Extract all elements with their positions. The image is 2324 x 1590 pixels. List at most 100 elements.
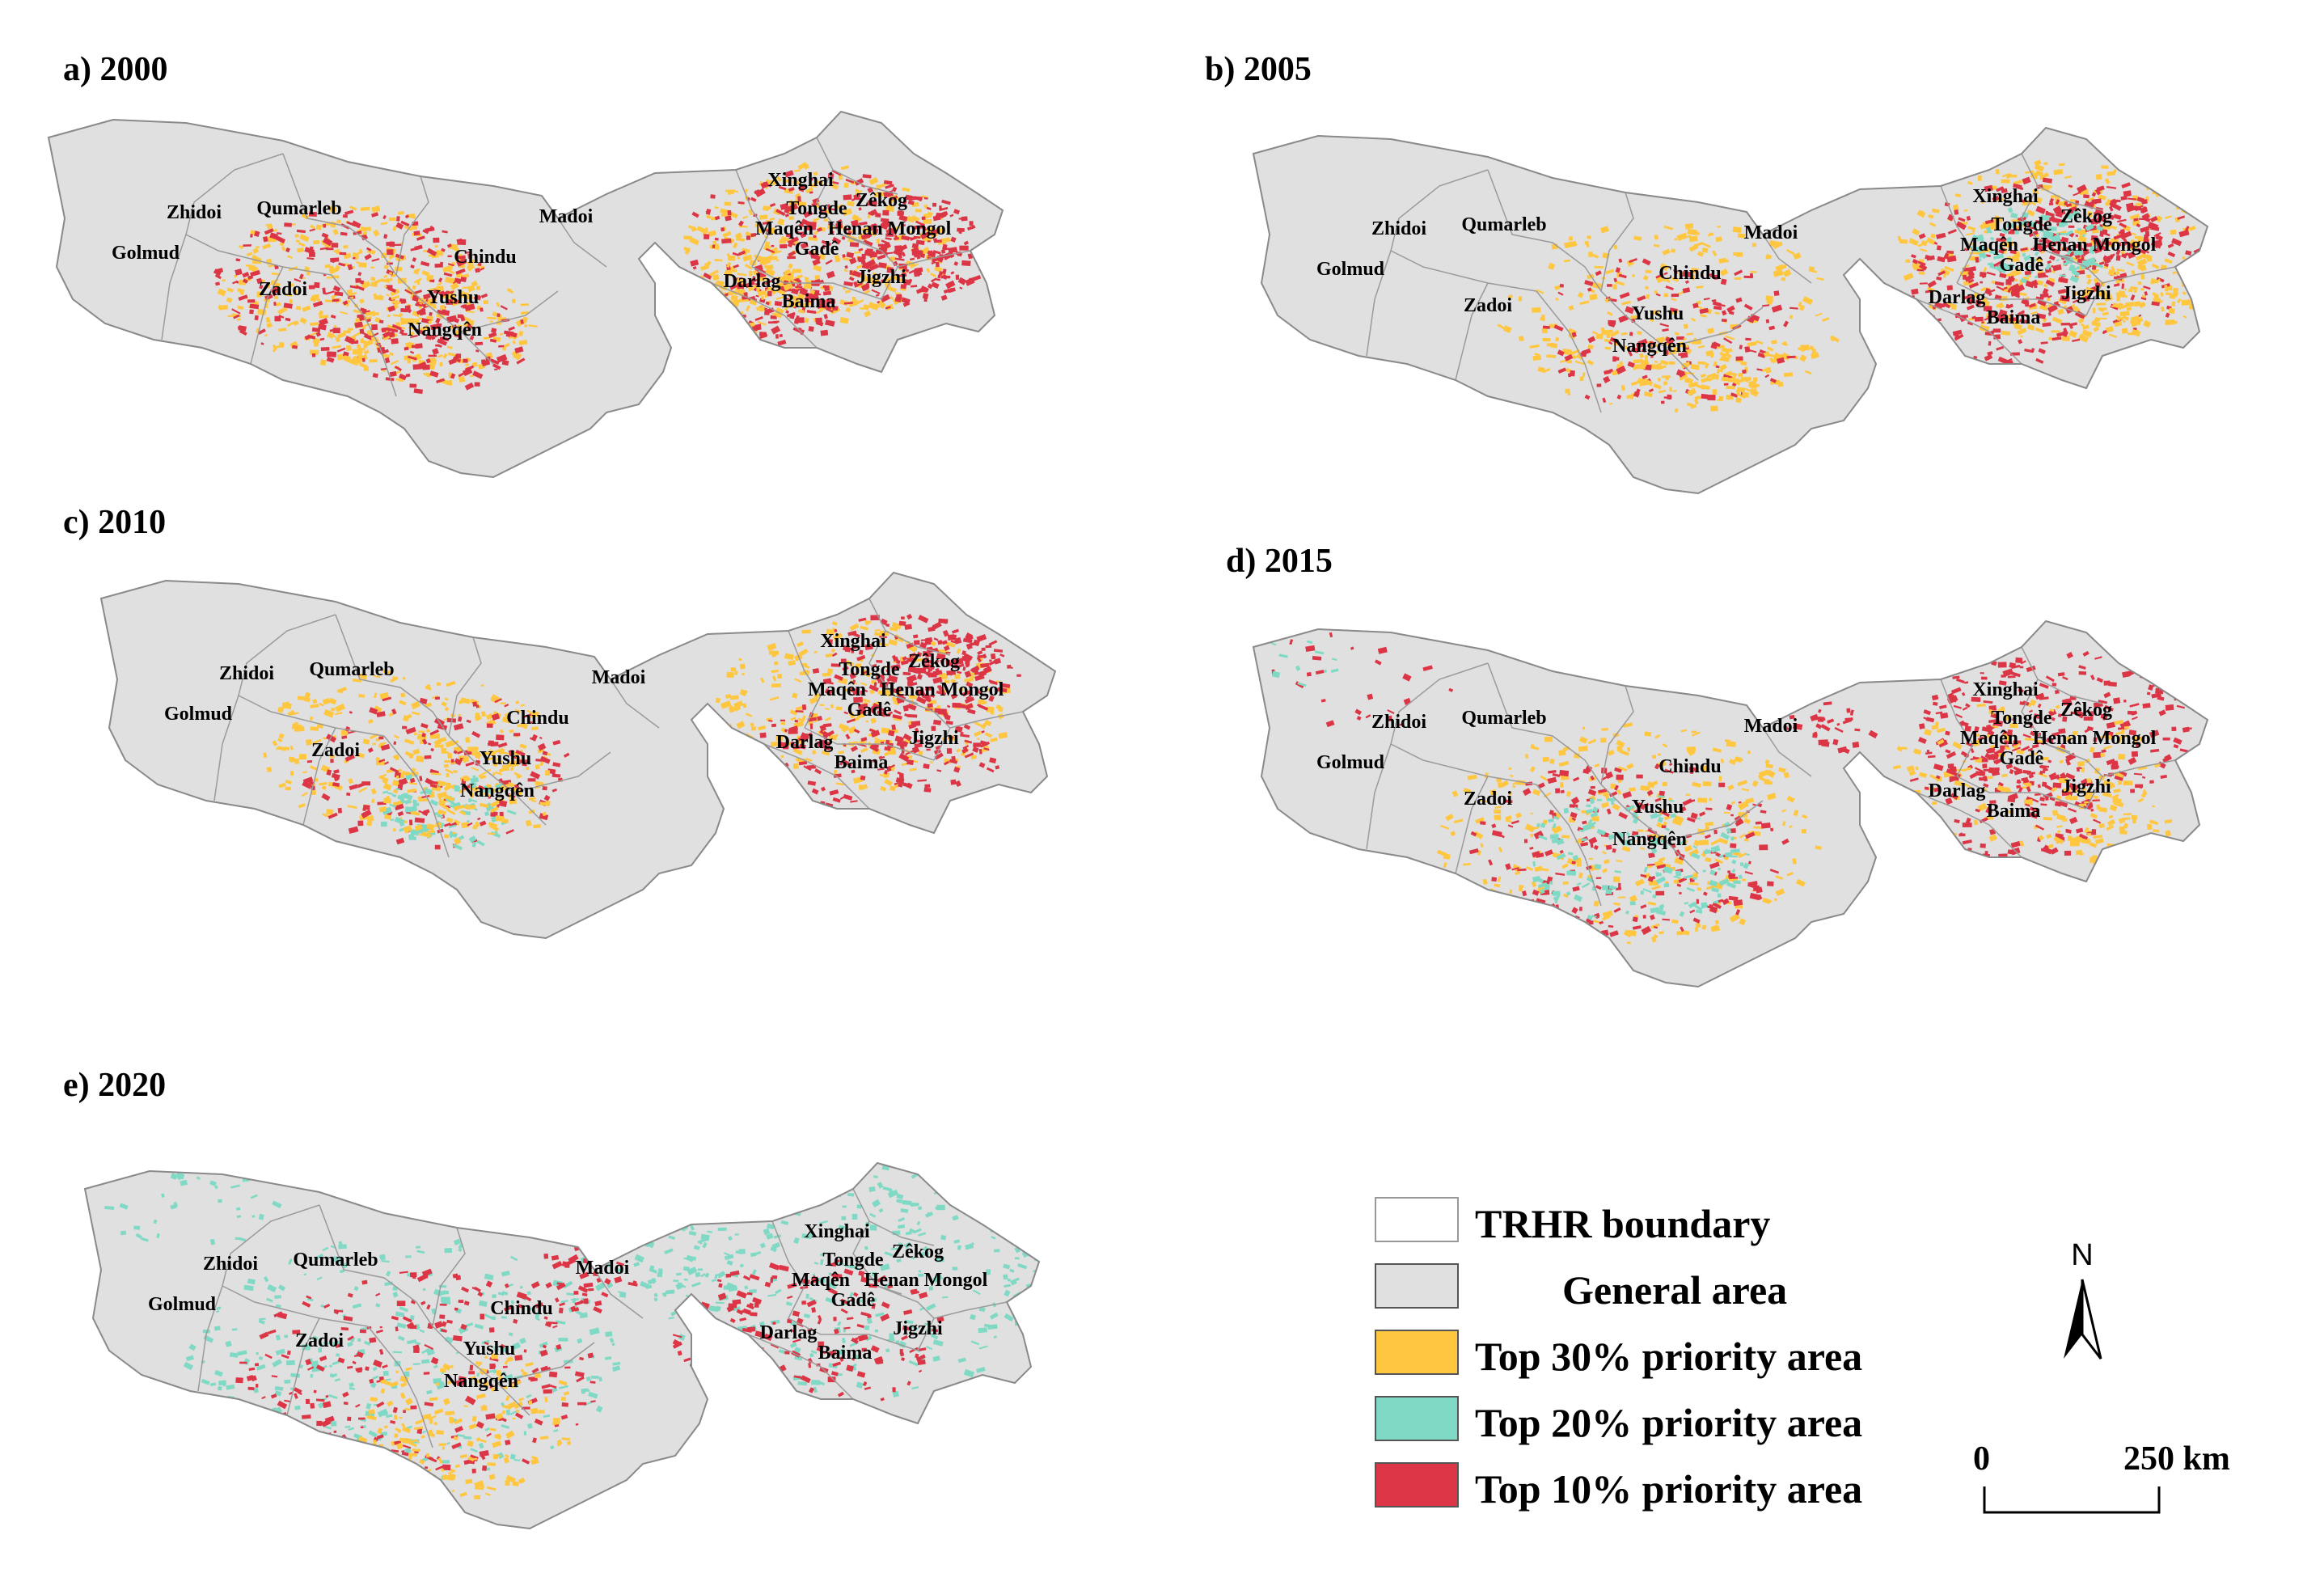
priority-patch-top30: [426, 823, 435, 830]
priority-patch-top10: [1659, 810, 1671, 818]
priority-patch-top10: [498, 800, 508, 807]
priority-patch-top10: [774, 301, 783, 307]
priority-patch-top10: [846, 718, 856, 724]
priority-patch-top10: [1692, 302, 1699, 309]
priority-patch-top10: [759, 732, 767, 738]
priority-patch-top10: [766, 753, 771, 759]
priority-patch-top10: [463, 367, 473, 377]
priority-patch-top30: [1734, 756, 1743, 763]
priority-patch-top10: [371, 323, 378, 331]
priority-patch-top30: [264, 333, 268, 337]
priority-patch-top30: [332, 345, 342, 349]
priority-patch-top30: [363, 366, 369, 371]
priority-patch-top30: [2051, 316, 2063, 324]
priority-patch-top10: [904, 624, 912, 630]
priority-patch-top10: [932, 202, 937, 207]
priority-patch-top10: [2055, 199, 2060, 205]
priority-patch-top30: [411, 353, 422, 362]
priority-patch-top10: [707, 324, 714, 330]
priority-patch-top20: [1992, 255, 1998, 260]
priority-patch-top10: [1933, 241, 1938, 245]
priority-patch-top10: [456, 258, 467, 267]
priority-patch-top10: [940, 294, 948, 301]
priority-patch-top10: [1734, 269, 1743, 277]
priority-patch-top10: [1498, 896, 1503, 901]
priority-patch-top10: [828, 222, 833, 226]
priority-patch-top10: [879, 636, 887, 639]
priority-patch-top30: [392, 226, 397, 231]
priority-patch-top10: [330, 257, 340, 263]
priority-patch-top10: [850, 800, 858, 803]
priority-patch-top30: [237, 305, 244, 311]
priority-patch-top10: [885, 306, 891, 310]
priority-patch-top30: [1785, 273, 1790, 277]
priority-patch-top10: [2042, 288, 2049, 295]
priority-patch-top30: [374, 705, 379, 709]
priority-patch-top30: [370, 336, 375, 342]
priority-patch-top30: [1714, 920, 1719, 925]
priority-patch-top10: [2144, 291, 2149, 296]
priority-patch-top10: [312, 300, 323, 307]
priority-patch-top20: [2007, 207, 2013, 214]
priority-patch-top10: [1968, 281, 1980, 289]
priority-patch-top10: [969, 221, 974, 226]
priority-patch-top30: [1508, 767, 1512, 770]
priority-patch-top30: [1691, 267, 1699, 274]
priority-patch-top30: [1662, 743, 1668, 748]
priority-patch-top30: [2005, 173, 2013, 180]
priority-patch-top30: [911, 214, 920, 222]
priority-patch-top10: [1631, 346, 1639, 353]
priority-patch-top10: [1564, 353, 1574, 362]
priority-patch-top10: [428, 742, 432, 746]
priority-patch-top30: [479, 802, 489, 809]
priority-patch-top30: [371, 798, 375, 804]
priority-patch-top20: [404, 799, 412, 805]
priority-patch-top10: [321, 793, 331, 801]
priority-patch-top30: [1662, 781, 1667, 787]
priority-patch-top30: [1920, 248, 1928, 252]
priority-patch-top10: [1579, 907, 1582, 911]
priority-patch-top30: [764, 241, 771, 246]
priority-patch-top10: [1743, 303, 1753, 311]
priority-patch-top10: [387, 286, 397, 293]
priority-patch-top10: [933, 238, 937, 241]
priority-patch-top10: [465, 365, 475, 371]
priority-patch-top30: [398, 210, 404, 215]
priority-patch-top10: [396, 216, 400, 222]
priority-patch-top30: [1562, 881, 1569, 885]
priority-patch-top10: [1925, 290, 1932, 294]
county-boundary: [1956, 282, 2087, 316]
priority-patch-top30: [793, 763, 799, 769]
priority-patch-top10: [475, 268, 480, 273]
county-label: Jigzhi: [856, 267, 906, 288]
priority-patch-top10: [876, 659, 883, 663]
priority-patch-top10: [1937, 235, 1944, 238]
priority-patch-top30: [2111, 238, 2119, 244]
priority-patch-top30: [480, 711, 487, 717]
priority-patch-top10: [853, 696, 863, 703]
priority-patch-top10: [2068, 184, 2073, 188]
priority-patch-top10: [1689, 909, 1696, 914]
priority-patch-top20: [2002, 262, 2013, 272]
priority-patch-top10: [846, 227, 851, 231]
priority-patch-top10: [2090, 235, 2098, 241]
priority-patch-top10: [325, 290, 335, 295]
priority-patch-top10: [753, 323, 762, 328]
priority-patch-top30: [2134, 301, 2141, 307]
county-label: Nangqên: [1612, 336, 1687, 357]
priority-patch-top10: [1974, 316, 1984, 322]
priority-patch-top30: [1804, 370, 1812, 375]
priority-patch-top20: [1745, 852, 1750, 856]
priority-patch-top10: [949, 759, 958, 764]
priority-patch-top30: [855, 189, 863, 196]
priority-patch-top30: [789, 294, 796, 299]
priority-patch-top30: [981, 723, 987, 729]
priority-patch-top10: [1519, 913, 1531, 922]
priority-patch-top10: [1975, 256, 1980, 263]
priority-patch-top30: [1700, 314, 1707, 318]
priority-patch-top10: [2039, 239, 2043, 243]
priority-patch-top10: [1759, 844, 1768, 851]
priority-patch-top10: [2144, 249, 2150, 254]
priority-patch-top30: [408, 326, 416, 331]
priority-patch-top30: [815, 180, 823, 184]
